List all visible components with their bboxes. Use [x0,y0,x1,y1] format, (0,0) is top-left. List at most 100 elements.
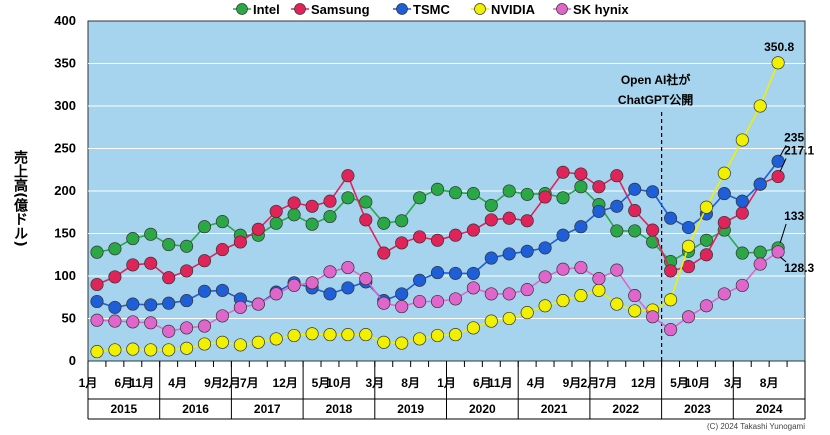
data-point [699,248,713,262]
data-point [197,284,212,298]
data-point [538,241,552,255]
x-tick-label: 3月 [724,376,743,390]
data-point [735,206,749,220]
data-point [108,343,122,357]
data-point [197,319,212,333]
data-point [305,217,319,231]
data-point [646,235,660,249]
copyright-credit: (C) 2024 Takashi Yunogami [707,422,805,431]
data-point [610,297,624,311]
data-point [162,271,176,285]
data-point [413,332,427,346]
data-point [126,315,140,329]
data-point [197,337,212,351]
x-tick-label: 4月 [527,376,546,390]
legend-item-intel: Intel [233,2,280,17]
data-point [646,223,660,237]
x-tick-label: 10月 [326,376,351,390]
year-label: 2024 [756,402,783,416]
x-tick-label: 11月 [488,376,513,390]
x-tick-label: 4月 [168,376,187,390]
data-point [305,327,319,341]
data-point [251,222,265,236]
data-point [574,289,588,303]
data-point [341,328,355,342]
data-point [646,185,660,199]
x-tick-label: 6月 [473,376,492,390]
series-sk-hynix [90,245,785,338]
data-point [126,258,140,272]
data-point [269,216,283,230]
x-tick-label: 6月 [115,376,134,390]
year-label: 2015 [110,402,137,416]
data-point [90,313,104,327]
data-point [520,283,534,297]
data-point [753,177,767,191]
data-point [233,235,247,249]
x-tick-label: 10月 [685,376,710,390]
data-point [556,228,570,242]
data-point [699,200,713,214]
data-point [628,304,642,318]
data-point [520,214,534,228]
data-point [556,191,570,205]
data-point [448,186,463,200]
x-tick-label: 5月 [670,376,689,390]
data-point [395,336,409,350]
data-point [664,264,678,278]
legend-label: TSMC [413,2,450,17]
data-point [484,198,498,212]
x-tick-label: 1月 [79,376,98,390]
data-point [502,287,516,301]
data-point [323,194,337,208]
data-point [574,260,588,275]
data-point [681,239,696,253]
data-point [502,311,516,326]
year-label: 2018 [326,402,353,416]
data-point [341,191,355,205]
data-point [592,272,606,286]
data-point [466,281,480,295]
data-point [287,278,301,292]
data-point [126,297,140,311]
data-point [162,296,176,310]
x-tick-label: 2月 [222,376,241,390]
data-point [610,224,624,238]
data-point [717,166,731,180]
legend-item-samsung: Samsung [291,2,370,17]
data-point [144,343,158,357]
data-point [735,133,749,147]
data-point [126,342,140,356]
year-label: 2019 [397,402,424,416]
y-tick-label: 50 [62,311,76,326]
data-point [484,213,498,227]
x-axis: 2015 2016 2017 2018 2019 2020 2021 2022 2023 2024… [79,361,806,420]
data-point [556,165,570,179]
data-point [269,204,283,218]
data-point [197,254,212,268]
end-label-leader [779,158,787,172]
data-point [717,215,731,230]
y-tick-label: 0 [69,353,76,368]
data-point [162,324,176,338]
data-point [395,236,409,250]
data-point [269,287,283,301]
data-point [323,265,337,279]
legend-item-nvidia: NVIDIA [471,2,536,17]
y-tick-label: 350 [54,56,76,71]
data-point [592,204,606,218]
data-point [735,194,749,208]
end-label-leader [779,223,787,244]
data-point [215,243,229,257]
data-point [664,211,678,225]
series-lines [90,56,785,359]
legend-label: NVIDIA [491,2,536,17]
data-point [466,321,480,335]
data-point [717,187,731,201]
data-point [502,247,516,261]
event-label-line1: Open AI社が [621,72,691,87]
data-point [395,287,409,301]
x-tick-label: 11月 [129,376,154,390]
data-point [144,256,158,270]
data-point [233,338,247,352]
